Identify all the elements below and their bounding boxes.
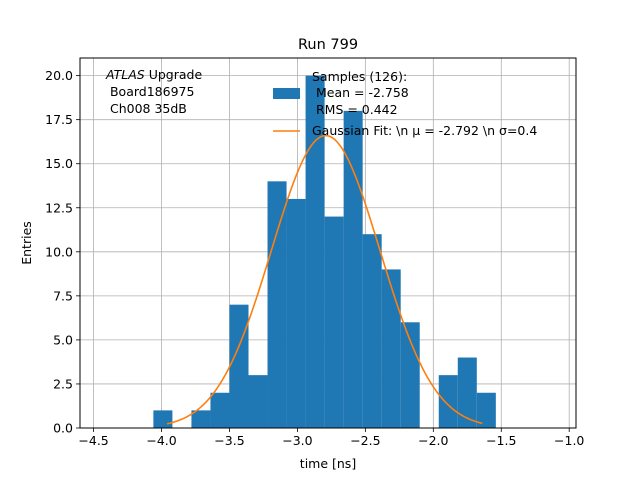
y-tick-label-8: 20.0 [45,68,73,83]
y-tick-label-3: 7.5 [53,288,73,303]
x-tick-label-6: −1.5 [486,433,516,448]
y-axis-label: Entries [19,221,34,265]
y-tick-label-1: 2.5 [53,376,73,391]
y-tick-label-5: 12.5 [45,200,73,215]
y-tick-label-0: 0.0 [53,421,73,436]
x-tick-label-1: −4.0 [146,433,176,448]
histogram-bar-0 [153,410,173,428]
chart-title: Run 799 [298,37,358,53]
histogram-bar-17 [476,392,496,428]
x-tick-label-4: −2.5 [350,433,380,448]
histogram-bar-6 [267,181,287,428]
x-tick-label-5: −2.0 [418,433,448,448]
histogram-bar-5 [248,375,268,428]
atlas-annotation: ATLAS Upgrade Board186975 Ch008 35dB [105,67,202,116]
histogram-bar-2 [191,410,211,428]
histogram-bar-9 [324,216,344,428]
histogram-bar-13 [400,322,420,428]
x-tick-label-7: −1.0 [554,433,584,448]
histogram-bar-4 [229,304,249,428]
x-tick-label-0: −4.5 [78,433,108,448]
histogram-bar-7 [286,198,306,428]
histogram-bar-10 [343,110,363,428]
y-tick-label-2: 5.0 [53,332,73,347]
x-tick-label-2: −3.5 [214,433,244,448]
legend-bar-swatch [273,88,300,99]
histogram-bar-12 [381,269,401,428]
legend-samples-label: Samples (126): [312,69,407,84]
histogram-bar-15 [438,375,458,428]
histogram-bar-8 [305,75,325,428]
legend-samples-mean: Mean = -2.758 [312,85,409,100]
annotation-line-1: ATLAS Upgrade [105,67,202,82]
histogram-bar-16 [457,357,477,428]
annotation-upgrade: Upgrade [145,67,203,82]
legend-samples-rms: RMS = 0.442 [312,102,398,117]
gaussian-fit-curve [166,134,483,425]
y-tick-label-4: 10.0 [45,244,73,259]
annotation-board: Board186975 [106,84,194,99]
annotation-atlas: ATLAS [105,67,145,82]
axis-ticks: −4.5 −4.0 −3.5 −3.0 −2.5 −2.0 −1.5 −1.0 0.0 2.5 5.… [45,68,584,448]
legend: Samples (126): Mean = -2.758 RMS = 0.442… [273,69,537,138]
y-tick-label-6: 15.0 [45,156,73,171]
histogram-bars [153,75,496,428]
annotation-channel: Ch008 35dB [106,101,187,116]
histogram-bar-3 [210,392,230,428]
y-tick-label-7: 17.5 [45,112,73,127]
gaussian-fit [166,134,483,425]
histogram-bar-11 [362,234,382,428]
x-axis-label: time [ns] [300,456,356,471]
x-tick-label-3: −3.0 [282,433,312,448]
legend-fit-label: Gaussian Fit: \n μ = -2.792 \n σ=0.4 [312,123,537,138]
plot-frame [79,57,577,429]
